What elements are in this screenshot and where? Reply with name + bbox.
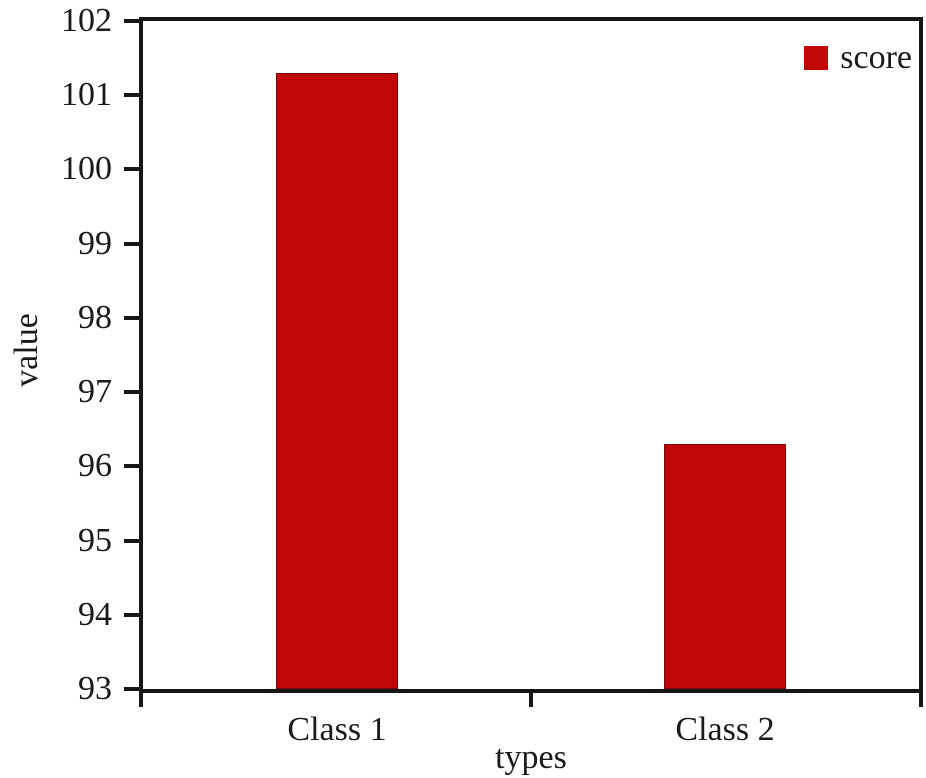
y-tick (124, 538, 139, 543)
y-tick (124, 687, 139, 691)
y-tick-label: 93 (78, 670, 112, 707)
y-tick (124, 167, 139, 172)
y-tick-label: 99 (78, 224, 112, 262)
legend-label: score (840, 39, 912, 76)
plot-area: score (139, 17, 923, 693)
y-tick (124, 93, 139, 98)
y-tick (124, 315, 139, 320)
y-tick (124, 612, 139, 617)
x-tick-label: Class 1 (287, 711, 387, 748)
y-tick-label: 98 (78, 298, 112, 336)
y-tick (124, 390, 139, 395)
x-tick (529, 693, 533, 707)
bar-class-2 (664, 444, 786, 689)
y-tick-label: 94 (78, 595, 112, 633)
y-tick-label: 102 (61, 2, 112, 39)
y-tick (124, 19, 139, 23)
y-tick-label: 97 (78, 373, 112, 411)
y-tick (124, 241, 139, 246)
y-tick-label: 100 (61, 150, 112, 188)
y-tick-label: 101 (61, 76, 112, 114)
x-tick (919, 693, 923, 707)
x-tick-label: Class 2 (675, 711, 775, 748)
legend: score (804, 41, 912, 75)
y-tick-label: 96 (78, 447, 112, 485)
x-axis-title: types (495, 739, 567, 776)
y-tick-label: 95 (78, 521, 112, 559)
y-tick (124, 464, 139, 469)
legend-marker-score-icon (804, 46, 829, 70)
bar-class-1 (276, 72, 398, 689)
x-tick (139, 693, 143, 707)
